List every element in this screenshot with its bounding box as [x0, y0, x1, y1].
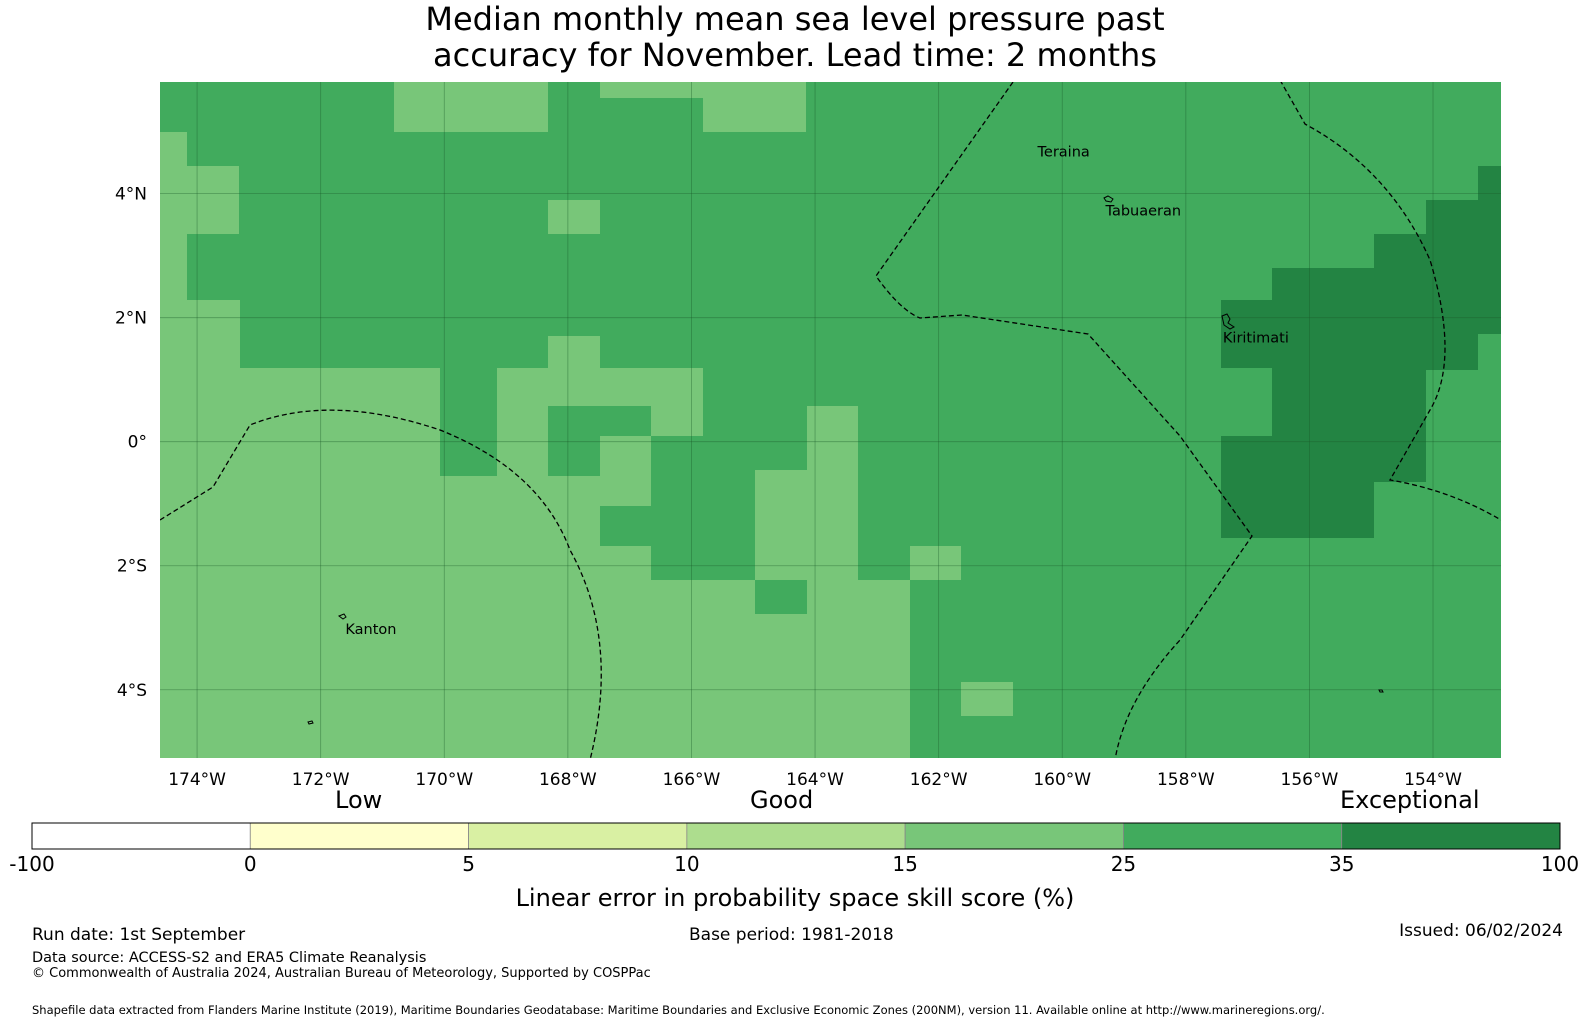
- colorbar-segment: [1341, 822, 1561, 850]
- x-tick-label: 160°W: [1033, 770, 1091, 790]
- colorbar: [31, 822, 1561, 850]
- issued-date: Issued: 06/02/2024: [1399, 921, 1563, 941]
- colorbar-segment: [31, 822, 251, 850]
- colorbar-tick-label: 0: [243, 852, 257, 876]
- x-tick-label: 168°W: [539, 770, 597, 790]
- run-date: Run date: 1st September: [32, 925, 246, 945]
- colorbar-tick-label: 5: [462, 852, 475, 876]
- y-axis: 4°N 2°N 0° 2°S 4°S: [115, 185, 147, 701]
- x-tick-label: 162°W: [910, 770, 968, 790]
- skill-25-35-region: [440, 406, 1065, 758]
- colorbar-segment: [1123, 822, 1343, 850]
- colorbar-title: Linear error in probability space skill …: [515, 884, 1075, 912]
- colorbar-tick-label: -100: [9, 852, 55, 876]
- x-tick-label: 164°W: [786, 770, 844, 790]
- x-tick-label: 156°W: [1281, 770, 1339, 790]
- colorbar-segment: [904, 822, 1124, 850]
- shapefile-credit: Shapefile data extracted from Flanders M…: [32, 1003, 1325, 1017]
- y-tick-label: 2°N: [115, 309, 147, 329]
- graticule: [160, 82, 1501, 758]
- colorbar-tick-label: 25: [1110, 852, 1137, 876]
- place-label-teraina: Teraina: [1037, 144, 1090, 160]
- x-tick-label: 166°W: [663, 770, 721, 790]
- colorbar-outline: [31, 822, 1561, 850]
- kanton-eez-line: [160, 409, 602, 758]
- x-tick-label: 170°W: [415, 770, 473, 790]
- eez-boundaries: [160, 82, 1501, 758]
- colorbar-segment: [468, 822, 688, 850]
- colorbar-tick-label: 10: [674, 852, 700, 876]
- line-islands-eez-line: [875, 82, 1253, 758]
- colorbar-tick-label: 15: [892, 852, 918, 876]
- place-label-tabuaeran: Tabuaeran: [1104, 203, 1181, 219]
- place-label-kiritimati: Kiritimati: [1223, 330, 1289, 346]
- x-axis: 174°W 172°W 170°W 168°W 166°W 164°W 162°W 160°W…: [168, 770, 1462, 790]
- kiritimati-eez-line: [1280, 82, 1501, 521]
- x-tick-label: 172°W: [292, 770, 350, 790]
- place-labels: Teraina Tabuaeran Kiritimati Kanton: [345, 144, 1288, 638]
- map-title-line2: accuracy for November. Lead time: 2 mont…: [433, 36, 1157, 74]
- place-label-kanton: Kanton: [345, 622, 396, 638]
- category-good-label: Good: [750, 786, 814, 814]
- x-tick-label: 154°W: [1404, 770, 1462, 790]
- x-tick-label: 174°W: [168, 770, 226, 790]
- colorbar-tick-label: 100: [1540, 852, 1580, 876]
- y-tick-label: 0°: [128, 433, 147, 453]
- data-source: Data source: ACCESS-S2 and ERA5 Climate …: [32, 950, 427, 966]
- map-title-line1: Median monthly mean sea level pressure p…: [425, 0, 1165, 38]
- copyright: © Commonwealth of Australia 2024, Austra…: [32, 966, 651, 981]
- colorbar-segment: [249, 822, 469, 850]
- kiritimati-island-shape: [1221, 313, 1235, 330]
- colorbar-tick-label: 35: [1328, 852, 1355, 876]
- category-exceptional-label: Exceptional: [1340, 786, 1480, 814]
- y-tick-label: 2°S: [117, 557, 147, 577]
- category-low-label: Low: [335, 786, 383, 814]
- base-period: Base period: 1981-2018: [689, 925, 894, 945]
- colorbar-segment: [686, 822, 906, 850]
- kanton-island-shape: [337, 613, 347, 620]
- y-tick-label: 4°S: [117, 681, 147, 701]
- y-tick-label: 4°N: [115, 185, 147, 205]
- tabuaeran-island-shape: [1103, 195, 1114, 203]
- islands: [307, 195, 1384, 725]
- x-tick-label: 158°W: [1157, 770, 1215, 790]
